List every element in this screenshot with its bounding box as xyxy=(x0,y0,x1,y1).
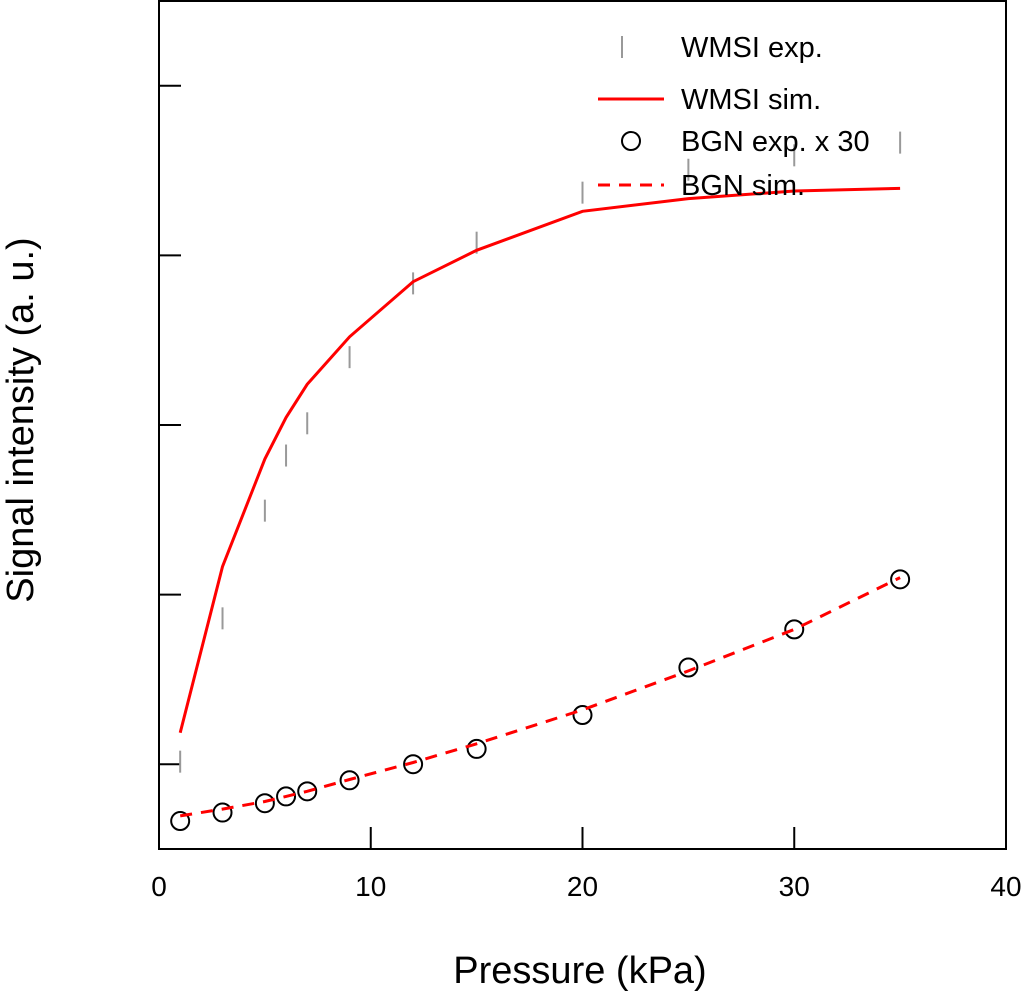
series-wmsi-exp xyxy=(179,131,902,773)
legend-label: WMSI exp. xyxy=(681,32,823,64)
data-point xyxy=(572,705,593,726)
data-point xyxy=(678,657,699,678)
x-tick-label: 20 xyxy=(567,871,598,902)
x-axis-ticks: 0 10 20 30 40 xyxy=(151,827,1022,902)
legend: WMSI exp. WMSI sim. BGN exp. x 30 BGN sim. xyxy=(598,32,870,202)
x-axis-title: Pressure (kPa) xyxy=(453,950,706,992)
data-point xyxy=(403,754,424,775)
data-point xyxy=(784,619,805,640)
series-line xyxy=(179,576,901,818)
legend-item: WMSI sim. xyxy=(598,84,821,116)
series-wmsi-sim xyxy=(178,186,901,734)
legend-item: WMSI exp. xyxy=(621,32,823,64)
legend-label: BGN exp. x 30 xyxy=(681,126,870,158)
y-axis-ticks xyxy=(159,84,181,766)
legend-label: WMSI sim. xyxy=(681,84,821,116)
x-tick-label: 10 xyxy=(355,871,386,902)
series-bgn-exp-x-30 xyxy=(170,569,911,832)
legend-item: BGN sim. xyxy=(598,170,805,202)
series-layer xyxy=(170,131,911,832)
data-point xyxy=(254,793,275,814)
y-axis-title: Signal intensity (a. u.) xyxy=(0,237,42,602)
series-bgn-sim xyxy=(179,576,901,818)
series-line xyxy=(178,186,901,734)
legend-label: BGN sim. xyxy=(681,170,805,202)
legend-symbol xyxy=(621,131,641,151)
x-tick-label: 0 xyxy=(151,871,167,902)
x-tick-label: 40 xyxy=(990,871,1021,902)
data-point xyxy=(212,802,233,823)
data-point xyxy=(890,569,911,590)
x-tick-label: 30 xyxy=(779,871,810,902)
legend-item: BGN exp. x 30 xyxy=(621,126,870,158)
